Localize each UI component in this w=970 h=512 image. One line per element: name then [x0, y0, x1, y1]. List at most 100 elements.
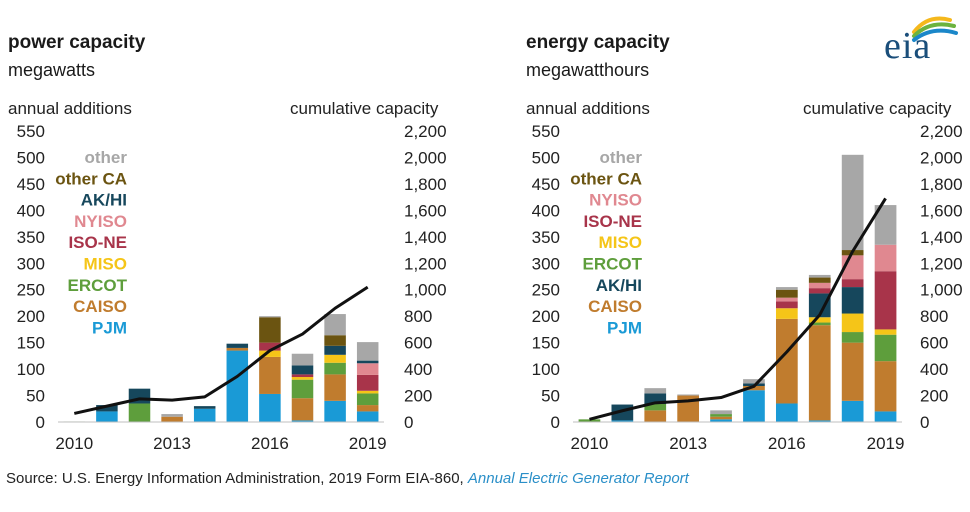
legend-label: AK/HI: [596, 276, 642, 295]
bar-segment: [259, 316, 281, 318]
bar-segment: [841, 287, 864, 314]
bar-segment: [324, 335, 346, 346]
y-tick-label: 250: [532, 281, 560, 300]
bar-segment: [161, 416, 183, 422]
logo-text: eia: [884, 25, 932, 67]
bar-segment: [775, 308, 798, 319]
bar-segment: [324, 400, 346, 422]
y2-tick-label: 1,400: [920, 228, 963, 247]
y-tick-label: 450: [532, 175, 560, 194]
bar-segment: [578, 419, 601, 422]
cumulative-line: [73, 285, 369, 415]
bar-segment: [193, 406, 216, 409]
bar-segment: [324, 314, 346, 336]
y2-tick-label: 1,200: [920, 254, 963, 273]
y2-tick-label: 1,400: [404, 228, 447, 247]
bar-segment: [644, 410, 667, 422]
y-tick-label: 350: [17, 228, 45, 247]
bar-segment: [356, 360, 379, 364]
legend-label: ISO-NE: [68, 233, 127, 252]
bar-segment: [808, 277, 831, 283]
bar-segment: [841, 332, 864, 343]
y2-tick-label: 400: [404, 360, 432, 379]
x-tick-label: 2010: [55, 434, 93, 453]
bar-segment: [324, 345, 346, 355]
x-tick-label: 2013: [669, 434, 707, 453]
legend-label: CAISO: [588, 297, 642, 316]
source-link[interactable]: Annual Electric Generator Report: [467, 470, 689, 487]
bar-segment: [874, 329, 897, 335]
legend-label: NYISO: [589, 191, 642, 210]
bar-segment: [775, 318, 798, 404]
y2-tick-label: 0: [920, 413, 929, 432]
chart-title: power capacity: [8, 32, 146, 53]
bar-segment: [96, 411, 118, 422]
y2-tick-label: 2,000: [920, 148, 963, 167]
left-axis-title: annual additions: [8, 99, 132, 118]
bar-segment: [808, 317, 831, 323]
y-tick-label: 150: [532, 334, 560, 353]
y-tick-label: 400: [17, 201, 45, 220]
legend-label: other CA: [570, 169, 642, 188]
legend-label: CAISO: [73, 297, 127, 316]
chart-subtitle: megawatthours: [526, 60, 650, 80]
x-tick-label: 2019: [867, 434, 905, 453]
bar-segment: [710, 419, 732, 422]
bar-segment: [259, 342, 281, 351]
bar-segment: [356, 405, 379, 412]
y-tick-label: 550: [532, 122, 560, 141]
y-tick-label: 350: [532, 228, 560, 247]
bar-segment: [808, 325, 831, 421]
legend-label: NYISO: [74, 212, 127, 231]
bar-segment: [775, 301, 798, 309]
y2-tick-label: 400: [920, 360, 948, 379]
bar-segment: [161, 414, 183, 417]
bar-segment: [775, 289, 798, 298]
y2-tick-label: 1,600: [404, 201, 447, 220]
bar-segment: [356, 390, 379, 394]
y-tick-label: 450: [17, 175, 45, 194]
y-tick-label: 0: [551, 413, 560, 432]
bar-segment: [324, 354, 346, 363]
y-tick-label: 300: [532, 254, 560, 273]
bar-segment: [291, 398, 314, 421]
bar-segment: [193, 408, 216, 422]
x-tick-label: 2016: [251, 434, 289, 453]
bar-segment: [677, 394, 700, 396]
y-tick-label: 0: [36, 413, 45, 432]
cumulative-line: [589, 197, 887, 421]
y2-tick-label: 0: [404, 413, 413, 432]
y-tick-label: 100: [532, 360, 560, 379]
bar-segment: [644, 393, 667, 405]
y-tick-label: 200: [532, 307, 560, 326]
y2-tick-label: 800: [920, 307, 948, 326]
right-axis-title: cumulative capacity: [803, 99, 952, 118]
bar-segment: [808, 282, 831, 289]
x-tick-label: 2019: [349, 434, 387, 453]
y-tick-label: 500: [17, 148, 45, 167]
bar-segment: [710, 414, 732, 417]
bar-segment: [356, 363, 379, 375]
bar-segment: [808, 274, 831, 278]
y-tick-label: 250: [17, 281, 45, 300]
y2-tick-label: 600: [404, 334, 432, 353]
y-tick-label: 150: [17, 334, 45, 353]
bar-segment: [874, 271, 897, 330]
bar-segment: [743, 379, 765, 384]
bar-segment: [710, 410, 732, 415]
bar-segment: [259, 393, 281, 422]
bar-segment: [226, 350, 249, 422]
bar-segment: [644, 388, 667, 394]
x-tick-label: 2016: [768, 434, 806, 453]
bar-segment: [775, 403, 798, 422]
bar-segment: [644, 404, 667, 411]
y2-tick-label: 200: [920, 387, 948, 406]
y-tick-label: 400: [532, 201, 560, 220]
x-tick-label: 2010: [571, 434, 609, 453]
bar-segment: [226, 343, 249, 348]
source-note: Source: U.S. Energy Information Administ…: [6, 470, 689, 487]
bar-segment: [874, 411, 897, 422]
bar-segment: [874, 361, 897, 412]
bar-segment: [874, 205, 897, 245]
y2-tick-label: 1,000: [920, 281, 963, 300]
